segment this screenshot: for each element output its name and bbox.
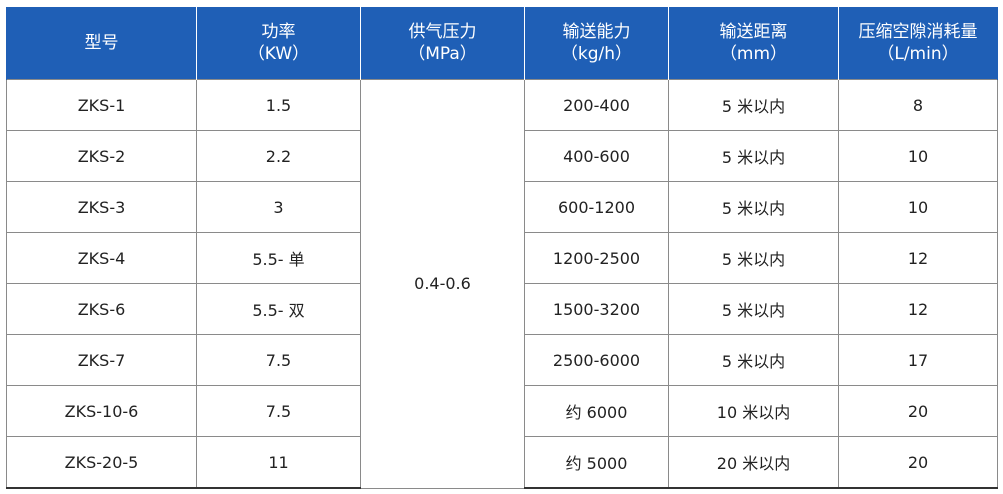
cell-model: ZKS-7 — [6, 334, 197, 386]
cell-distance: 5 米以内 — [668, 232, 839, 284]
cell-capacity: 约 5000 — [524, 436, 669, 489]
cell-capacity: 2500-6000 — [524, 334, 669, 386]
header-model-label: 型号 — [84, 33, 119, 53]
cell-air-consumption: 20 — [838, 436, 998, 489]
cell-distance: 5 米以内 — [668, 283, 839, 335]
cell-capacity: 1200-2500 — [524, 232, 669, 284]
cell-capacity: 400-600 — [524, 130, 669, 182]
header-supply-pressure-label: 供气压力 — [408, 22, 477, 42]
cell-air-consumption: 17 — [838, 334, 998, 386]
table-row: ZKS-3 3 600-1200 5 米以内 10 — [6, 181, 998, 233]
cell-distance: 10 米以内 — [668, 385, 839, 437]
cell-air-consumption: 20 — [838, 385, 998, 437]
cell-distance: 20 米以内 — [668, 436, 839, 489]
table-row: ZKS-20-5 11 约 5000 20 米以内 20 — [6, 436, 998, 489]
header-air-consumption-unit: （L/min） — [877, 44, 959, 64]
cell-distance: 5 米以内 — [668, 181, 839, 233]
cell-air-consumption: 12 — [838, 283, 998, 335]
cell-capacity: 约 6000 — [524, 385, 669, 437]
table-row: ZKS-2 2.2 400-600 5 米以内 10 — [6, 130, 998, 182]
cell-air-consumption: 10 — [838, 181, 998, 233]
header-air-consumption: 压缩空隙消耗量 （L/min） — [838, 7, 998, 80]
cell-capacity: 200-400 — [524, 79, 669, 131]
header-row: 型号 功率 （KW） 供气压力 （MPa） 输送能力 （kg/h） 输送距离 （… — [6, 7, 998, 80]
cell-model: ZKS-1 — [6, 79, 197, 131]
cell-capacity: 1500-3200 — [524, 283, 669, 335]
header-power-unit: （KW） — [247, 44, 310, 64]
cell-model: ZKS-20-5 — [6, 436, 197, 489]
header-capacity: 输送能力 （kg/h） — [524, 7, 669, 80]
header-distance: 输送距离 （mm） — [668, 7, 839, 80]
cell-air-consumption: 10 — [838, 130, 998, 182]
cell-model: ZKS-10-6 — [6, 385, 197, 437]
header-distance-label: 输送距离 — [719, 22, 788, 42]
header-supply-pressure: 供气压力 （MPa） — [360, 7, 525, 80]
cell-supply-pressure: 0.4-0.6 — [360, 79, 525, 489]
cell-capacity: 600-1200 — [524, 181, 669, 233]
cell-power: 1.5 — [196, 79, 361, 131]
cell-distance: 5 米以内 — [668, 79, 839, 131]
header-air-consumption-label: 压缩空隙消耗量 — [858, 22, 978, 42]
spec-table: 型号 功率 （KW） 供气压力 （MPa） 输送能力 （kg/h） 输送距离 （… — [6, 7, 998, 489]
cell-air-consumption: 8 — [838, 79, 998, 131]
header-capacity-unit: （kg/h） — [560, 44, 633, 64]
header-model: 型号 — [6, 7, 197, 80]
cell-air-consumption: 12 — [838, 232, 998, 284]
cell-power: 7.5 — [196, 385, 361, 437]
table-header: 型号 功率 （KW） 供气压力 （MPa） 输送能力 （kg/h） 输送距离 （… — [6, 7, 998, 80]
spec-table-container: 型号 功率 （KW） 供气压力 （MPa） 输送能力 （kg/h） 输送距离 （… — [6, 7, 998, 489]
cell-power: 7.5 — [196, 334, 361, 386]
header-distance-unit: （mm） — [719, 44, 788, 64]
cell-model: ZKS-6 — [6, 283, 197, 335]
header-capacity-label: 输送能力 — [562, 22, 631, 42]
header-power-label: 功率 — [261, 22, 296, 42]
cell-model: ZKS-2 — [6, 130, 197, 182]
header-power: 功率 （KW） — [196, 7, 361, 80]
cell-model: ZKS-3 — [6, 181, 197, 233]
cell-power: 5.5- 双 — [196, 283, 361, 335]
cell-power: 2.2 — [196, 130, 361, 182]
header-supply-pressure-unit: （MPa） — [408, 44, 477, 64]
cell-power: 5.5- 单 — [196, 232, 361, 284]
table-row: ZKS-1 1.5 0.4-0.6 200-400 5 米以内 8 — [6, 79, 998, 489]
table-row: ZKS-10-6 7.5 约 6000 10 米以内 20 — [6, 385, 998, 437]
table-row: ZKS-6 5.5- 双 1500-3200 5 米以内 12 — [6, 283, 998, 335]
cell-power: 3 — [196, 181, 361, 233]
cell-power: 11 — [196, 436, 361, 489]
table-body: ZKS-1 1.5 0.4-0.6 200-400 5 米以内 8 ZKS-2 … — [6, 79, 998, 489]
cell-distance: 5 米以内 — [668, 334, 839, 386]
cell-model: ZKS-4 — [6, 232, 197, 284]
cell-distance: 5 米以内 — [668, 130, 839, 182]
